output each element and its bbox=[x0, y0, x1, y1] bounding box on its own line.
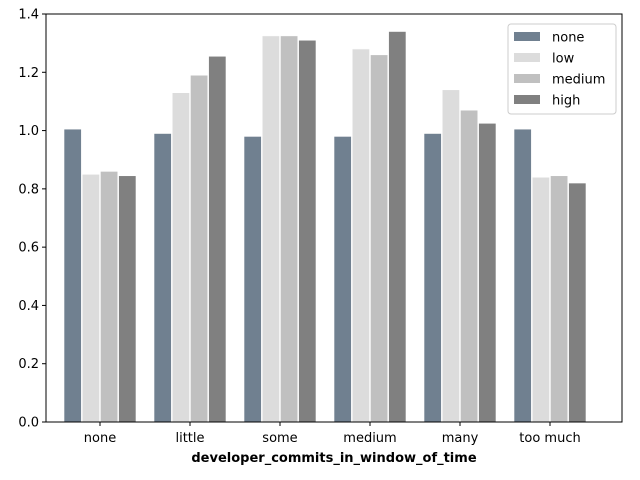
legend: none low medium high bbox=[507, 23, 617, 115]
bar-low-too-much bbox=[531, 176, 550, 423]
y-tick-label: 1.0 bbox=[18, 124, 39, 139]
bar-medium-little bbox=[190, 74, 209, 423]
bar-none-many bbox=[423, 133, 442, 423]
y-tick-label: 0.4 bbox=[18, 299, 39, 314]
legend-swatch-low bbox=[514, 53, 540, 62]
bar-none-some bbox=[243, 136, 262, 423]
x-axis-label: developer_commits_in_window_of_time bbox=[191, 451, 476, 466]
legend-label-low: low bbox=[552, 52, 575, 67]
legend-label-medium: medium bbox=[552, 73, 605, 88]
y-tick-label: 0.2 bbox=[18, 357, 39, 372]
legend-label-none: none bbox=[552, 31, 584, 46]
x-tick-label: none bbox=[84, 431, 116, 446]
x-axis: none little some medium many too much bbox=[84, 422, 581, 446]
bar-medium-too-much bbox=[550, 175, 569, 423]
bar-high-some bbox=[298, 39, 317, 423]
bar-medium-some bbox=[280, 35, 299, 423]
x-tick-label: little bbox=[175, 431, 204, 446]
legend-swatch-medium bbox=[514, 74, 540, 83]
bar-low-some bbox=[261, 35, 280, 423]
y-tick-label: 0.8 bbox=[18, 182, 39, 197]
bar-none-too-much bbox=[513, 128, 532, 423]
bar-low-little bbox=[171, 92, 190, 423]
bar-low-many bbox=[441, 89, 460, 423]
bar-medium-medium bbox=[370, 54, 389, 423]
y-tick-label: 1.2 bbox=[18, 66, 39, 81]
bar-high-little bbox=[208, 55, 227, 423]
y-tick-label: 0.6 bbox=[18, 241, 39, 256]
y-tick-label: 1.4 bbox=[18, 8, 39, 23]
bar-none-medium bbox=[333, 136, 352, 423]
bars-group bbox=[63, 31, 587, 423]
y-tick-label: 0.0 bbox=[18, 416, 39, 431]
legend-swatch-high bbox=[514, 95, 540, 104]
x-tick-label: many bbox=[442, 431, 479, 446]
bar-low-medium bbox=[351, 48, 370, 423]
x-tick-label: some bbox=[262, 431, 297, 446]
x-tick-label: too much bbox=[519, 431, 580, 446]
legend-label-high: high bbox=[552, 94, 580, 109]
bar-high-medium bbox=[388, 31, 407, 423]
bar-high-too-much bbox=[568, 182, 587, 423]
bar-high-many bbox=[478, 122, 497, 423]
legend-box bbox=[507, 23, 617, 115]
plot-frame bbox=[45, 13, 623, 423]
x-tick-label: medium bbox=[343, 431, 396, 446]
bar-none-none bbox=[63, 128, 82, 423]
bar-none-little bbox=[153, 133, 172, 423]
bar-medium-none bbox=[100, 171, 119, 423]
legend-swatch-none bbox=[514, 32, 540, 41]
bar-low-none bbox=[81, 173, 100, 423]
bar-high-none bbox=[118, 175, 137, 423]
bar-medium-many bbox=[460, 109, 479, 423]
y-axis: 0.0 0.2 0.4 0.6 0.8 1.0 1.2 1.4 bbox=[18, 8, 46, 431]
